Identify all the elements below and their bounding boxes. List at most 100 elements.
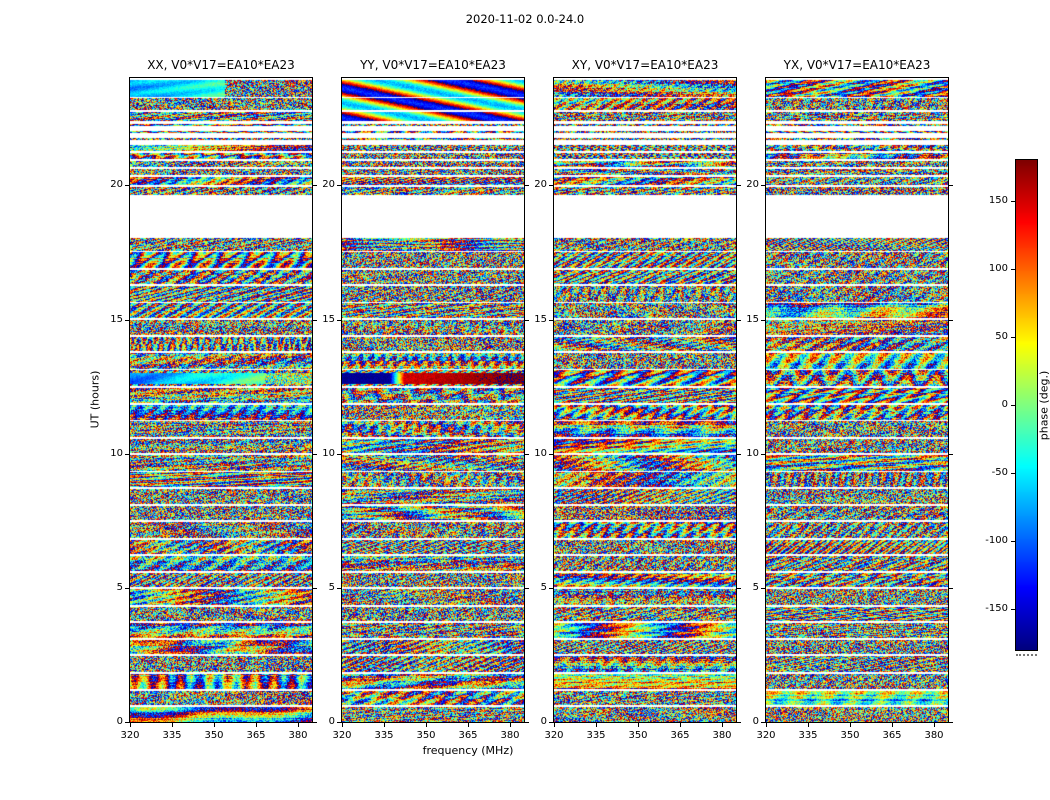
panel-YX-frame: [765, 77, 949, 723]
y-tick: [737, 722, 741, 723]
x-tick: [468, 723, 469, 727]
x-tick: [214, 723, 215, 727]
y-tick: [525, 453, 529, 455]
colorbar-tick-label: -50: [991, 467, 1008, 479]
y-tick: [737, 185, 741, 187]
y-tick-label: 20: [110, 179, 123, 191]
x-tick-label: 320: [332, 730, 352, 741]
colorbar-tick: [1011, 609, 1015, 611]
colorbar-label: phase (deg.): [1037, 370, 1050, 441]
y-tick: [549, 185, 553, 187]
colorbar-tick: [1011, 541, 1015, 543]
y-tick: [313, 722, 317, 723]
y-tick-label: 20: [746, 179, 759, 191]
y-tick-label: 20: [534, 179, 547, 191]
colorbar-tick: [1011, 268, 1015, 270]
x-tick-label: 350: [204, 730, 224, 741]
y-tick: [737, 453, 741, 455]
y-tick: [761, 319, 765, 321]
y-tick-label: 20: [322, 179, 335, 191]
colorbar-tick-label: 50: [995, 330, 1008, 342]
colorbar-extend-marker: [1016, 654, 1037, 656]
x-tick-label: 380: [288, 730, 308, 741]
x-tick: [172, 723, 173, 727]
x-tick: [384, 723, 385, 727]
y-tick-label: 15: [746, 313, 759, 325]
y-tick: [125, 185, 129, 187]
colorbar-tick-label: 150: [988, 194, 1008, 206]
x-tick-label: 335: [162, 730, 182, 741]
x-tick-label: 365: [246, 730, 266, 741]
x-tick: [596, 723, 597, 727]
y-tick-label: 10: [746, 447, 759, 459]
x-tick-label: 335: [798, 730, 818, 741]
y-tick-label: 15: [322, 313, 335, 325]
x-tick: [510, 723, 511, 727]
panel-title-YY: YY, V0*V17=EA10*EA23: [360, 58, 506, 72]
x-tick: [638, 723, 639, 727]
x-axis-label: frequency (MHz): [422, 744, 514, 757]
y-tick: [525, 185, 529, 187]
heatmap-canvas-YY: [342, 78, 524, 722]
y-tick: [525, 722, 529, 723]
y-tick-label: 10: [534, 447, 547, 459]
y-tick-label: 0: [752, 716, 759, 727]
x-tick: [722, 723, 723, 727]
x-tick-label: 380: [924, 730, 944, 741]
y-axis-label: UT (hours): [88, 370, 102, 429]
colorbar-tick-label: -150: [985, 603, 1008, 615]
x-tick-label: 320: [756, 730, 776, 741]
x-tick: [554, 723, 555, 727]
y-tick: [337, 722, 341, 723]
y-tick-label: 10: [110, 447, 123, 459]
y-tick-label: 5: [328, 581, 335, 593]
y-tick-label: 5: [116, 581, 123, 593]
x-tick-label: 380: [500, 730, 520, 741]
y-tick: [549, 587, 553, 589]
x-tick-label: 320: [544, 730, 564, 741]
y-tick: [125, 319, 129, 321]
x-tick: [808, 723, 809, 727]
colorbar-tick: [1011, 405, 1015, 406]
x-tick-label: 365: [670, 730, 690, 741]
x-tick: [766, 723, 767, 727]
x-tick: [256, 723, 257, 727]
colorbar-tick-label: 100: [988, 262, 1008, 274]
y-tick: [761, 722, 765, 723]
x-tick-label: 320: [120, 730, 140, 741]
colorbar-tick-label: -100: [985, 535, 1008, 547]
heatmap-canvas-XX: [130, 78, 312, 722]
heatmap-canvas-XY: [554, 78, 736, 722]
y-tick: [313, 453, 317, 455]
y-tick: [337, 587, 341, 589]
colorbar-gradient: [1016, 160, 1037, 650]
colorbar-frame: [1015, 159, 1038, 651]
colorbar-tick: [1011, 473, 1015, 475]
x-tick: [426, 723, 427, 727]
panel-title-XX: XX, V0*V17=EA10*EA23: [147, 58, 295, 72]
y-tick: [949, 722, 953, 723]
y-tick-label: 15: [534, 313, 547, 325]
y-tick: [125, 722, 129, 723]
y-tick: [761, 587, 765, 589]
x-tick-label: 350: [416, 730, 436, 741]
x-tick: [892, 723, 893, 727]
figure-title: 2020-11-02 0.0-24.0: [465, 12, 585, 26]
y-tick: [549, 453, 553, 455]
panel-title-XY: XY, V0*V17=EA10*EA23: [571, 58, 719, 72]
y-tick: [949, 453, 953, 455]
x-tick: [850, 723, 851, 727]
y-tick: [125, 587, 129, 589]
y-tick: [337, 319, 341, 321]
y-tick: [949, 319, 953, 321]
x-tick: [298, 723, 299, 727]
panel-YY-frame: [341, 77, 525, 723]
y-tick: [737, 319, 741, 321]
y-tick: [761, 185, 765, 187]
x-tick-label: 365: [882, 730, 902, 741]
x-tick-label: 350: [628, 730, 648, 741]
x-tick-label: 365: [458, 730, 478, 741]
x-tick: [680, 723, 681, 727]
y-tick: [549, 722, 553, 723]
